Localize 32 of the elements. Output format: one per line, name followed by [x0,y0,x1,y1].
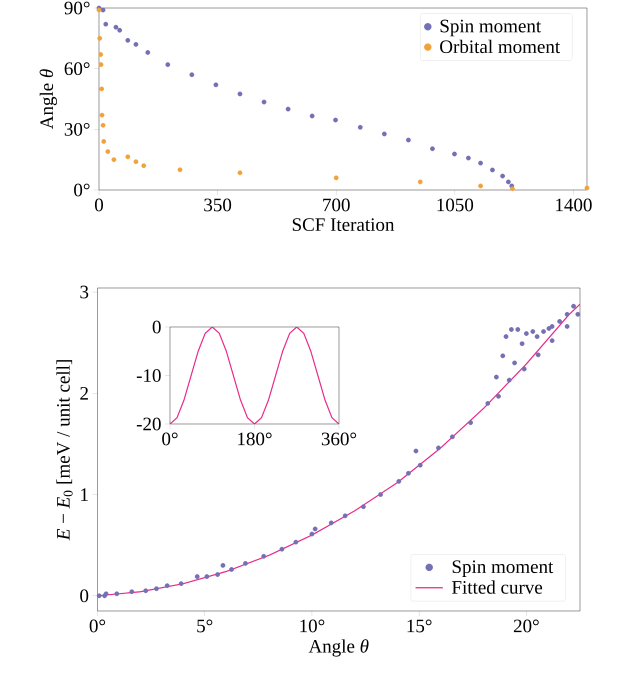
legend-label: Spin moment [440,20,542,36]
y-tick-label: -20 [136,418,161,430]
legend-label: Spin moment [452,560,554,577]
x-tick-label: 0° [90,620,106,632]
y-tick-label: 30° [64,122,90,136]
x-tick-label: 360° [322,432,356,446]
y-axis-title: Angle θ [40,69,57,130]
y-tick-label: 0 [152,320,161,334]
y-tick-label: 60° [64,62,90,76]
y-axis-title: E − E$_{0}$ [meV / unit cell] [56,360,73,540]
legend-label: Orbital moment [440,40,560,54]
legend-label: Fitted curve [452,580,542,594]
x-tick-label: 350 [204,198,232,212]
x-axis-title: SCF Iteration [292,218,394,231]
y-tick-label: 2 [80,387,88,400]
x-tick-label: 1050 [437,198,474,212]
x-tick-label: 0 [94,198,104,212]
y-tick-label: -10 [136,369,161,382]
x-tick-label: 15° [408,620,432,632]
x-tick-label: 20° [514,620,539,632]
x-tick-label: 5° [197,620,212,632]
x-tick-label: 10° [300,620,324,632]
x-tick-label: 0° [162,432,178,446]
x-axis-title: Angle θ [308,639,369,657]
x-tick-label: 180° [238,432,272,446]
y-tick-label: 3 [80,286,88,298]
y-tick-label: 90° [64,2,90,14]
x-tick-label: 1400 [556,198,592,212]
y-tick-label: 1 [81,488,88,501]
y-tick-label: 0 [80,589,88,602]
x-tick-label: 700 [323,198,350,212]
y-tick-label: 0° [74,184,90,196]
